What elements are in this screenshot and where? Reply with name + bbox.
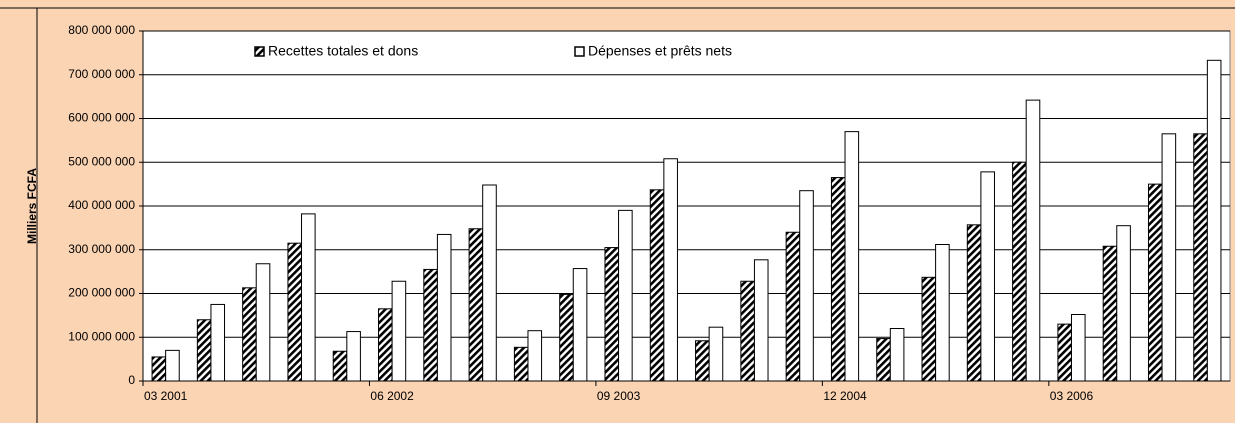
bar [287, 242, 303, 382]
bar [346, 331, 361, 382]
bar [301, 213, 316, 382]
bar [935, 244, 950, 382]
bar [604, 247, 620, 382]
bar [1057, 323, 1072, 382]
y-tick-label: 100 000 000 [68, 329, 135, 343]
y-axis-label: Milliers FCFA [25, 168, 39, 244]
bar [1193, 133, 1208, 382]
bar [423, 268, 438, 382]
bar [468, 228, 484, 382]
bar [527, 330, 543, 382]
y-tick-label: 500 000 000 [68, 154, 135, 168]
y-tick-label: 400 000 000 [68, 198, 135, 212]
bar [889, 328, 905, 382]
bar [391, 280, 407, 382]
bar [1161, 133, 1177, 382]
bar [1012, 161, 1027, 382]
bar [1070, 314, 1086, 382]
bar [482, 184, 497, 382]
bar [151, 356, 167, 382]
y-tick-label: 300 000 000 [68, 242, 135, 256]
bar [844, 131, 860, 382]
bar [966, 224, 982, 382]
bar [708, 326, 724, 382]
bar [255, 263, 271, 382]
bar [753, 259, 769, 382]
bar [513, 346, 529, 382]
y-tick-label: 600 000 000 [68, 111, 135, 125]
legend-swatch [574, 46, 585, 57]
bar [1116, 225, 1131, 382]
bar [980, 171, 995, 382]
bar [332, 350, 348, 382]
bar [740, 280, 755, 382]
bar [165, 349, 180, 382]
legend-label: Dépenses et prêts nets [588, 43, 732, 59]
bar [1147, 183, 1163, 382]
legend-swatch [254, 46, 265, 57]
bar [572, 268, 588, 382]
bar [921, 276, 937, 382]
bar [830, 177, 846, 382]
bar [210, 303, 226, 382]
x-tick-label: 06 2002 [370, 389, 414, 403]
bar [196, 319, 212, 382]
bar [242, 287, 257, 382]
bar [1206, 59, 1222, 382]
bar [378, 308, 393, 382]
bar [649, 189, 665, 382]
bar [559, 293, 574, 382]
y-tick-label: 800 000 000 [68, 23, 135, 37]
x-tick-label: 03 2001 [144, 389, 188, 403]
bar [663, 158, 678, 382]
x-tick-label: 09 2003 [597, 389, 641, 403]
bar [436, 233, 452, 382]
bar [695, 340, 710, 382]
bar [1102, 245, 1118, 382]
x-tick-label: 03 2006 [1050, 389, 1094, 403]
y-tick-label: 0 [128, 373, 135, 387]
y-tick-label: 200 000 000 [68, 286, 135, 300]
x-tick-label: 12 2004 [823, 389, 867, 403]
legend-label: Recettes totales et dons [268, 43, 418, 59]
bar [1025, 99, 1041, 382]
bar [799, 190, 814, 382]
y-tick-label: 700 000 000 [68, 67, 135, 81]
bar [618, 209, 633, 382]
bar [785, 231, 801, 382]
bar [876, 338, 891, 382]
